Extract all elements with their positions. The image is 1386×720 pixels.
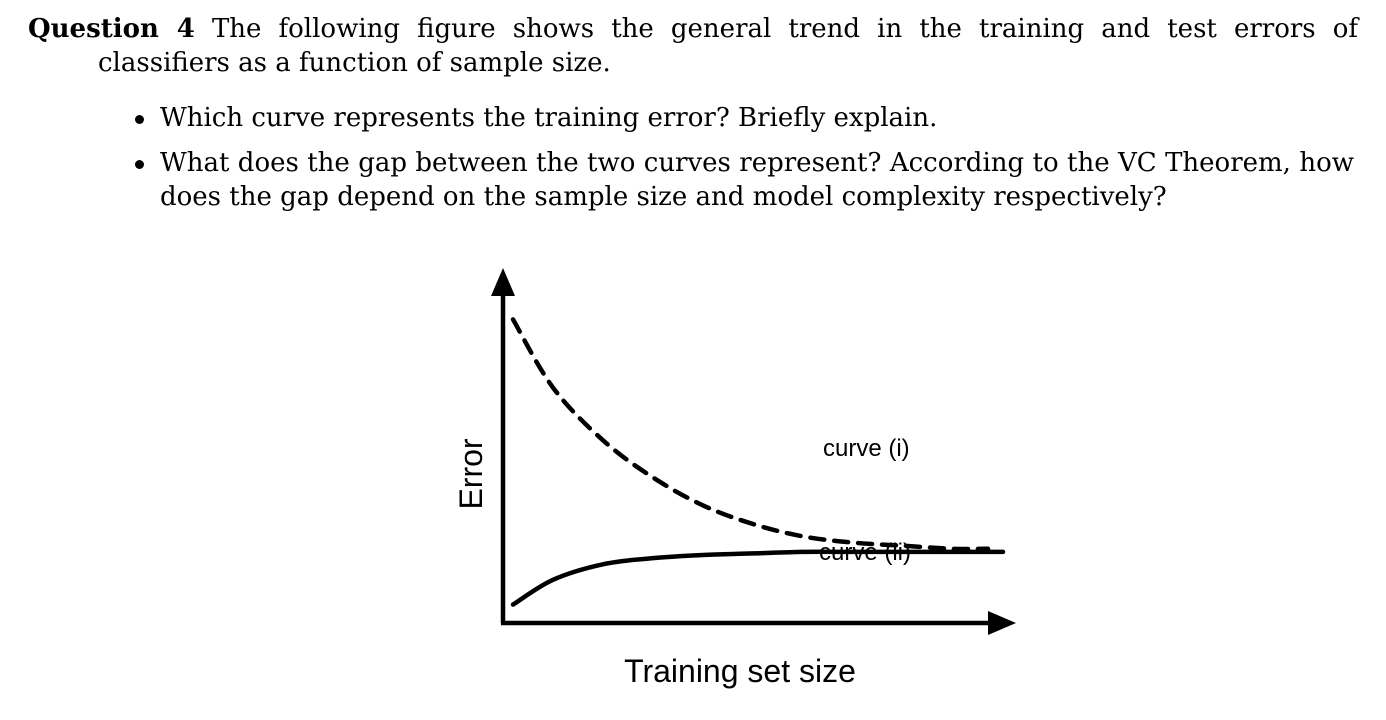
question-intro-paragraph: Question 4 The following figure shows th… xyxy=(28,12,1358,80)
question-intro-text: The following figure shows the general t… xyxy=(98,14,1359,78)
bullet-item: What does the gap between the two curves… xyxy=(132,146,1354,214)
curve-i-label: curve (i) xyxy=(823,435,910,462)
curve-i-line xyxy=(510,317,991,552)
x-axis-label: Training set size xyxy=(624,653,856,689)
curves-group xyxy=(510,317,1006,607)
x-axis-arrowhead xyxy=(988,611,1016,635)
y-axis-label: Error xyxy=(453,438,489,509)
question-block: Question 4 The following figure shows th… xyxy=(28,12,1358,80)
bullet-text: What does the gap between the two curves… xyxy=(160,148,1354,212)
error-curves-figure: Error Training set size curve (i) curve … xyxy=(430,262,1050,702)
bullet-item: Which curve represents the training erro… xyxy=(132,101,1354,135)
question-label: Question 4 xyxy=(28,14,195,44)
bullet-icon xyxy=(135,115,144,124)
error-chart: Error Training set size curve (i) curve … xyxy=(453,268,1016,689)
curve-ii-label: curve (ii) xyxy=(819,539,911,566)
curve-ii-line xyxy=(510,549,1006,607)
y-axis-arrowhead xyxy=(491,268,515,296)
bullet-icon xyxy=(135,160,144,169)
bullet-text: Which curve represents the training erro… xyxy=(160,103,938,133)
question-bullet-list: Which curve represents the training erro… xyxy=(132,101,1354,225)
